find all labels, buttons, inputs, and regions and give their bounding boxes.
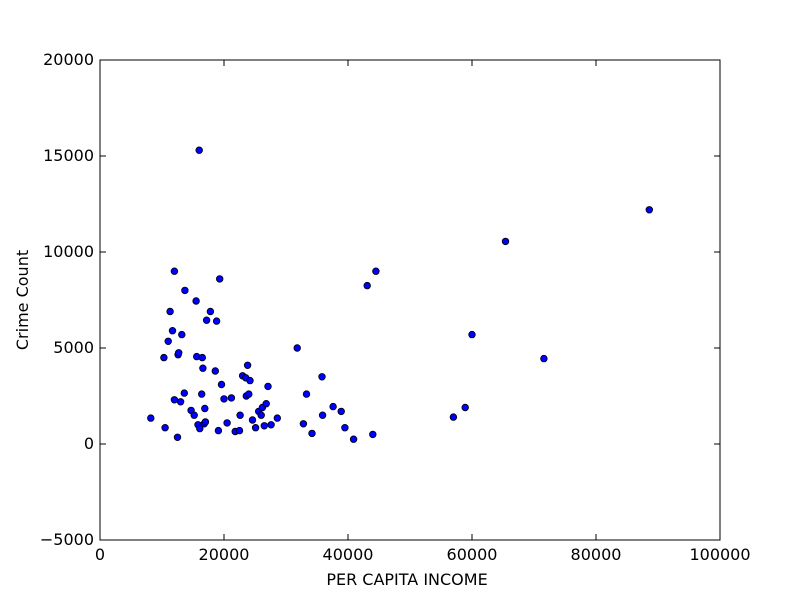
data-point-69	[372, 267, 380, 275]
y-tick-label-1: 0	[84, 434, 94, 453]
x-tick-label-5: 100000	[689, 545, 750, 564]
data-point-67	[363, 281, 371, 290]
data-point-54	[264, 382, 272, 391]
data-point-11	[176, 398, 185, 406]
data-point-48	[251, 424, 260, 432]
data-point-56	[273, 414, 281, 422]
data-point-55	[267, 421, 275, 429]
data-point-1	[160, 353, 168, 362]
data-point-65	[341, 424, 349, 432]
data-point-52	[260, 422, 268, 430]
data-point-63	[329, 402, 337, 411]
y-tick-label-5: 20000	[43, 50, 94, 69]
x-tick-label-1: 20000	[199, 545, 250, 564]
y-tick-label-2: 5000	[53, 338, 94, 357]
data-point-44	[243, 361, 252, 369]
data-point-36	[223, 419, 231, 427]
data-point-13	[180, 389, 188, 397]
data-point-24	[199, 364, 207, 372]
data-point-64	[337, 407, 345, 416]
data-point-58	[299, 420, 308, 428]
data-point-72	[468, 330, 476, 339]
data-point-12	[178, 330, 186, 339]
data-point-6	[170, 396, 179, 404]
x-tick-label-0: 0	[95, 545, 105, 564]
data-point-46	[246, 376, 254, 385]
data-point-14	[181, 286, 189, 295]
data-point-20	[195, 146, 203, 154]
data-point-30	[211, 367, 219, 375]
data-point-31	[212, 317, 221, 325]
data-point-70	[449, 413, 458, 421]
plot-frame	[99, 59, 721, 541]
data-point-53	[262, 400, 270, 408]
data-point-26	[201, 404, 209, 413]
data-point-61	[318, 373, 326, 381]
data-point-57	[293, 344, 301, 352]
y-tick-label-3: 10000	[43, 242, 94, 261]
data-point-47	[248, 416, 257, 424]
data-point-35	[220, 395, 228, 403]
data-point-74	[540, 354, 548, 363]
data-point-5	[168, 327, 177, 335]
data-point-37	[227, 394, 236, 402]
x-axis-label: PER CAPITA INCOME	[326, 570, 487, 589]
points-layer	[147, 146, 653, 443]
y-tick-label-0: −5000	[40, 530, 94, 549]
data-point-27	[201, 418, 210, 426]
data-point-62	[318, 411, 327, 419]
data-point-22	[197, 390, 206, 398]
data-point-3	[164, 337, 172, 345]
data-point-50	[257, 411, 265, 419]
ticks-layer: 0 20000 40000 60000 80000 100000−500005000100…	[40, 50, 751, 564]
data-point-40	[236, 411, 244, 419]
data-point-23	[198, 353, 206, 362]
data-point-29	[206, 307, 215, 316]
data-point-7	[170, 267, 179, 275]
data-point-73	[501, 237, 510, 246]
data-point-28	[202, 316, 211, 324]
data-point-21	[196, 424, 204, 433]
data-point-17	[192, 297, 200, 305]
x-tick-label-3: 60000	[447, 545, 498, 564]
y-tick-label-4: 15000	[43, 146, 94, 165]
y-axis-label: Crime Count	[13, 250, 32, 350]
data-point-71	[461, 403, 469, 412]
x-tick-label-2: 40000	[323, 545, 374, 564]
data-point-16	[190, 411, 198, 419]
data-point-75	[645, 206, 653, 214]
data-point-0	[147, 414, 155, 422]
data-point-66	[349, 435, 358, 443]
x-tick-label-4: 80000	[571, 545, 622, 564]
data-point-33	[215, 275, 224, 283]
data-point-2	[161, 424, 169, 432]
data-point-45	[245, 390, 253, 398]
data-point-32	[214, 426, 223, 435]
data-point-59	[302, 390, 311, 398]
data-point-39	[235, 426, 244, 435]
data-point-10	[174, 349, 183, 357]
data-point-8	[173, 433, 182, 441]
data-point-4	[166, 307, 174, 316]
data-point-34	[217, 380, 226, 389]
data-point-60	[308, 429, 316, 438]
data-point-68	[369, 430, 377, 439]
